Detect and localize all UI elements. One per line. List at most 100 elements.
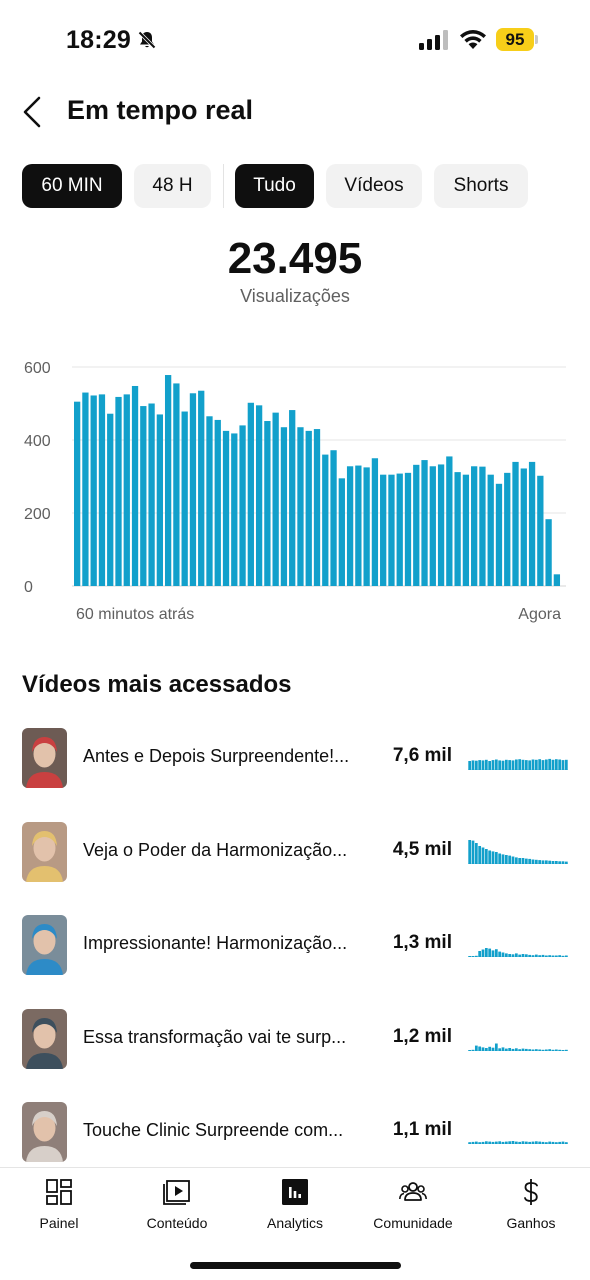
- sparkline-bar: [471, 956, 475, 957]
- sparkline-bar: [498, 853, 502, 864]
- nav-label-comunidade: Comunidade: [373, 1215, 453, 1231]
- chart-bar: [148, 403, 155, 586]
- sparkline-bar: [511, 954, 515, 957]
- sparkline-bar: [521, 857, 525, 864]
- sparkline-bar: [488, 761, 492, 770]
- chart-bar: [462, 474, 470, 586]
- video-title: Impressionante! Harmonização...: [83, 933, 348, 953]
- sparkline-bar: [474, 955, 478, 957]
- sparkline-bar: [508, 954, 512, 957]
- video-views: 4,5 mil: [392, 838, 452, 860]
- sparkline-bar: [541, 954, 545, 957]
- chart-bar: [437, 464, 445, 586]
- sparkline-bar: [551, 1049, 555, 1051]
- chart-bar: [330, 450, 337, 586]
- x-start-label: 60 minutos atrás: [76, 606, 194, 623]
- community-icon: [399, 1182, 427, 1201]
- sparkline-bar: [511, 856, 515, 864]
- status-bar: 18:29 95: [0, 0, 590, 80]
- sparkline-bar: [558, 955, 562, 957]
- sparkline-bar: [498, 951, 502, 957]
- chip-60-min[interactable]: 60 MIN: [22, 164, 122, 208]
- sparkline-bar: [481, 847, 485, 864]
- video-sparkline: [468, 948, 568, 957]
- chart-bar: [198, 390, 205, 586]
- chart-bar: [140, 406, 147, 586]
- chart-bar: [495, 483, 503, 586]
- chart-bar: [255, 405, 263, 586]
- chart-bar: [528, 461, 536, 586]
- sparkline-bar: [511, 760, 515, 770]
- chart-bar: [454, 472, 461, 586]
- chart-bar: [553, 574, 561, 586]
- sparkline-bar: [551, 759, 555, 770]
- video-title: Essa transformação vai te surp...: [83, 1026, 347, 1047]
- chart-bar: [479, 466, 486, 586]
- sparkline-bar: [514, 953, 518, 957]
- sparkline-bar: [484, 948, 488, 957]
- sparkline-bar: [518, 1048, 522, 1051]
- nav-analytics[interactable]: Analytics: [240, 1178, 350, 1231]
- views-label: Visualizações: [240, 286, 350, 306]
- sparkline-bar: [528, 954, 532, 957]
- sparkline-bar: [501, 853, 505, 864]
- chip-divider: [223, 164, 224, 208]
- sparkline-bar: [548, 955, 552, 957]
- sparkline-bar: [541, 1049, 545, 1051]
- video-sparkline: [468, 839, 568, 864]
- video-thumbnail: [22, 915, 67, 975]
- sparkline-bar: [531, 955, 535, 957]
- sparkline-bar: [544, 1049, 548, 1051]
- video-row[interactable]: Impressionante! Harmonização... 1,3 mil: [0, 911, 590, 977]
- chart-bar: [471, 466, 478, 586]
- sparkline-bar: [564, 1142, 568, 1144]
- nav-conteudo[interactable]: Conteúdo: [122, 1178, 232, 1231]
- battery-indicator: 95: [496, 28, 534, 51]
- chart-bar: [313, 429, 321, 586]
- video-row[interactable]: Touche Clinic Surpreende com... 1,1 mil: [0, 1098, 590, 1164]
- play-library-icon: [163, 1180, 190, 1205]
- nav-painel[interactable]: Painel: [4, 1178, 114, 1231]
- chip-shorts[interactable]: Shorts: [434, 164, 528, 208]
- chip-videos[interactable]: Vídeos: [326, 164, 422, 208]
- chart-bar: [289, 410, 296, 586]
- sparkline-bar: [538, 859, 542, 864]
- sparkline-bar: [531, 1049, 535, 1051]
- sparkline-bar: [491, 1141, 495, 1144]
- sparkline-bar: [561, 1141, 565, 1144]
- bell-slash-icon: [138, 31, 156, 49]
- sparkline-bar: [508, 760, 512, 770]
- chip-48-h[interactable]: 48 H: [134, 164, 211, 208]
- nav-comunidade[interactable]: Comunidade: [358, 1178, 468, 1231]
- chip-tudo[interactable]: Tudo: [235, 164, 314, 208]
- nav-ganhos[interactable]: Ganhos: [476, 1178, 586, 1231]
- video-row[interactable]: Antes e Depois Surpreendente!... 7,6 mil: [0, 724, 590, 790]
- sparkline-bar: [468, 839, 472, 864]
- video-title: Veja o Poder da Harmonização...: [83, 839, 348, 860]
- chevron-left-icon[interactable]: [20, 95, 46, 129]
- sparkline-bar: [508, 1047, 512, 1051]
- video-row[interactable]: Veja o Poder da Harmonização... 4,5 mil: [0, 818, 590, 884]
- sparkline-bar: [528, 760, 532, 770]
- nav-label-painel: Painel: [39, 1215, 79, 1231]
- sparkline-bar: [538, 955, 542, 957]
- sparkline-bar: [554, 955, 558, 957]
- chart-bar: [164, 375, 172, 586]
- chart-bar: [380, 474, 387, 586]
- sparkline-bar: [488, 850, 492, 864]
- sparkline-bar: [471, 760, 475, 770]
- sparkline-bar: [528, 1048, 532, 1051]
- sparkline-bar: [521, 759, 525, 770]
- chart-bar: [404, 472, 412, 586]
- sparkline-bar: [558, 860, 562, 864]
- sparkline-bar: [498, 1141, 502, 1144]
- video-thumbnail: [22, 1008, 67, 1069]
- dashboard-icon: [46, 1179, 72, 1205]
- y-tick-label: 200: [24, 506, 51, 523]
- sparkline-bar: [501, 760, 505, 770]
- sparkline-bar: [514, 1141, 518, 1144]
- video-sparkline: [468, 1043, 568, 1051]
- sparkline-bar: [548, 860, 552, 864]
- home-indicator: [190, 1262, 401, 1269]
- video-row[interactable]: Essa transformação vai te surp... 1,2 mil: [0, 1005, 590, 1071]
